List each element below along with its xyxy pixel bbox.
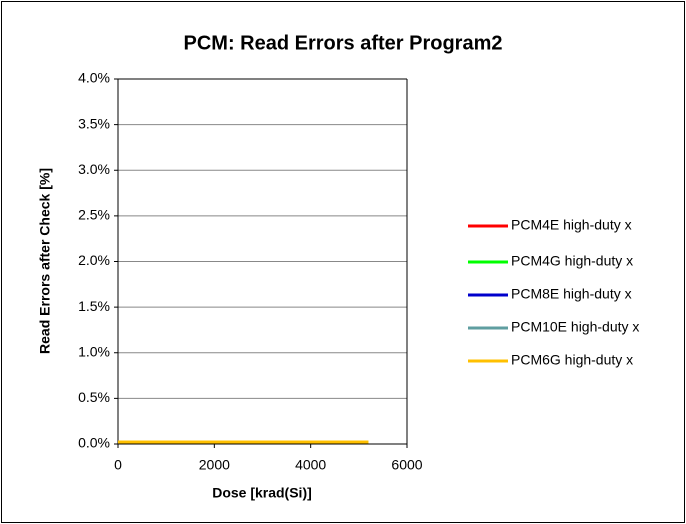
y-tick-label: 2.0% [78,252,110,268]
y-tick-label: 0.0% [78,435,110,451]
y-tick-label: 3.5% [78,115,110,131]
y-tick-label: 0.5% [78,389,110,405]
legend-label: PCM4G high-duty x [511,253,633,269]
x-tick-label: 6000 [391,457,422,473]
legend-label: PCM8E high-duty x [511,286,632,302]
x-tick-label: 4000 [295,457,326,473]
y-tick-label: 1.5% [78,298,110,314]
x-tick-label: 0 [114,457,122,473]
chart-title: PCM: Read Errors after Program2 [184,32,503,54]
y-tick-label: 1.0% [78,343,110,359]
legend-label: PCM6G high-duty x [511,352,633,368]
x-axis-label: Dose [krad(Si)] [212,485,312,501]
legend-label: PCM4E high-duty x [511,217,632,233]
x-tick-label: 2000 [199,457,230,473]
y-tick-label: 3.0% [78,161,110,177]
legend-label: PCM10E high-duty x [511,319,639,335]
y-tick-label: 4.0% [78,70,110,86]
y-tick-label: 2.5% [78,207,110,223]
y-axis-label: Read Errors after Check [%] [37,168,53,354]
